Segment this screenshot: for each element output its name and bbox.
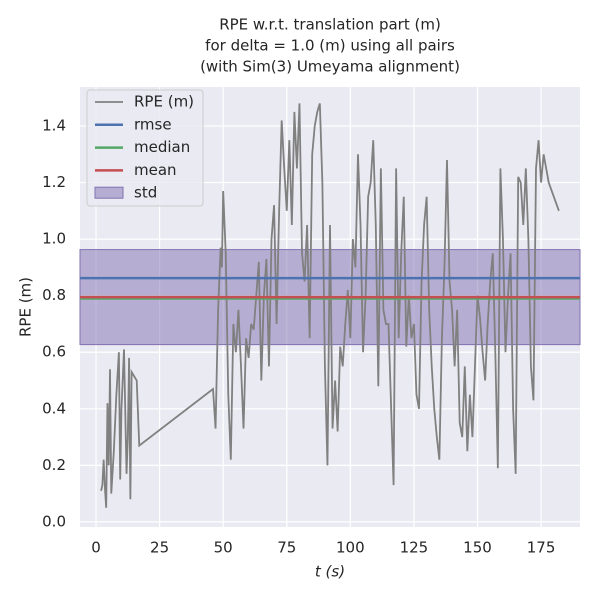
y-tick-label: 0.8 [42, 286, 66, 304]
legend-swatch [94, 186, 124, 199]
data-line [100, 103, 560, 508]
chart-title: RPE w.r.t. translation part (m) [219, 16, 441, 34]
x-tick-label: 75 [277, 539, 296, 557]
y-tick-label: 0.0 [42, 512, 66, 530]
y-tick-label: 0.4 [42, 399, 66, 417]
y-tick-label: 1.4 [42, 117, 66, 135]
y-tick-label: 0.2 [42, 456, 66, 474]
legend-label: RPE (m) [134, 93, 194, 111]
legend-label: median [134, 138, 190, 156]
chart-title: (with Sim(3) Umeyama alignment) [200, 58, 460, 76]
legend-label: rmse [134, 115, 172, 133]
legend-label: std [134, 184, 157, 202]
y-axis-label: RPE (m) [17, 277, 35, 337]
x-tick-label: 150 [463, 539, 492, 557]
legend-box [86, 89, 204, 207]
x-axis-label: t (s) [315, 563, 345, 581]
y-tick-label: 1.2 [42, 173, 66, 191]
y-tick-label: 1.0 [42, 230, 66, 248]
x-tick-label: 100 [336, 539, 365, 557]
x-tick-label: 175 [527, 539, 556, 557]
x-tick-label: 50 [214, 539, 233, 557]
y-tick-label: 0.6 [42, 343, 66, 361]
x-tick-label: 125 [400, 539, 429, 557]
chart-title: for delta = 1.0 (m) using all pairs [205, 37, 455, 55]
x-tick-label: 0 [91, 539, 101, 557]
legend-label: mean [134, 161, 177, 179]
x-tick-label: 25 [150, 539, 169, 557]
